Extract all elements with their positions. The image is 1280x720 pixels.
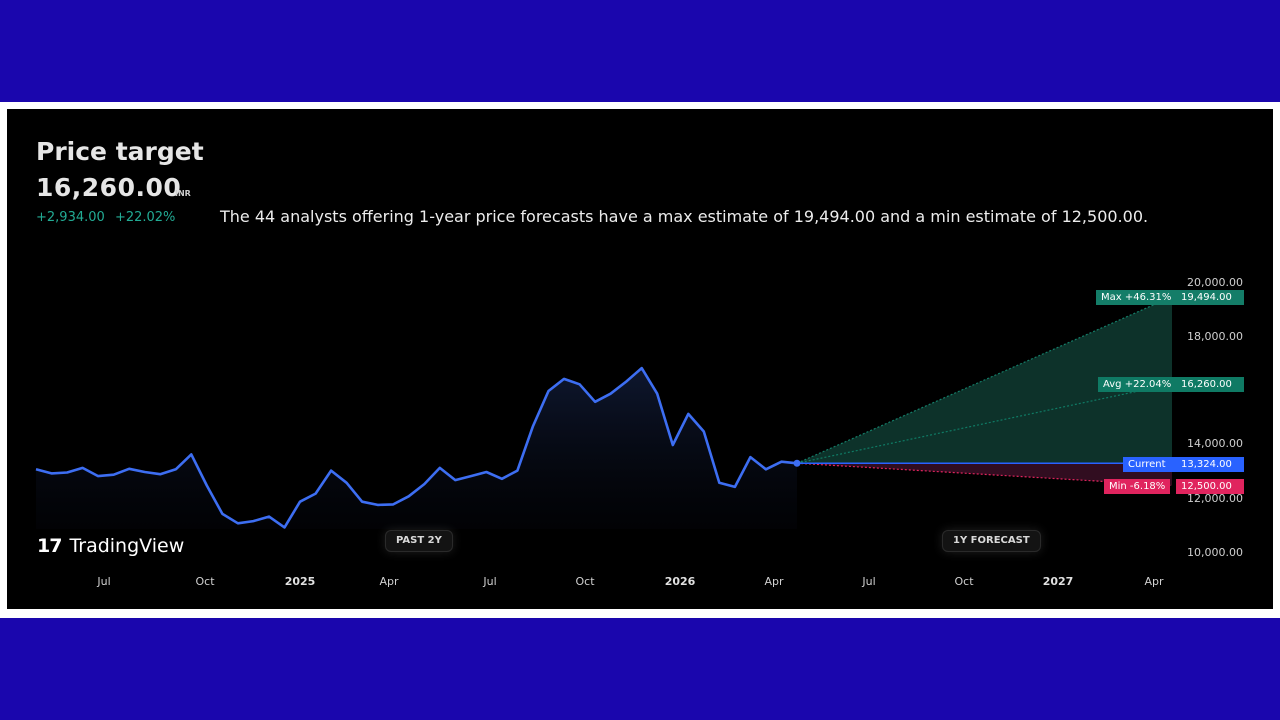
past-2y-button[interactable]: PAST 2Y	[385, 530, 453, 552]
tradingview-logo[interactable]: 17 TradingView	[37, 535, 184, 557]
current-label-tag: Current	[1123, 457, 1179, 472]
y-tick-label: 12,000.00	[1187, 492, 1243, 505]
y-tick-label: 18,000.00	[1187, 330, 1243, 343]
max-value-tag: 19,494.00	[1176, 290, 1244, 305]
x-tick-label: 2026	[664, 575, 696, 588]
1y-forecast-button[interactable]: 1Y FORECAST	[942, 530, 1041, 552]
price-target-panel: Price target 16,260.00 INR +2,934.00 +22…	[7, 109, 1273, 609]
x-tick-label: Jul	[862, 575, 876, 588]
avg-label-tag: Avg +22.04%	[1098, 377, 1177, 392]
page-title: Price target	[36, 137, 204, 166]
x-tick-label: Apr	[379, 575, 399, 588]
min-value-tag: 12,500.00	[1176, 479, 1244, 494]
x-tick-label: Oct	[575, 575, 595, 588]
currency-unit: INR	[175, 189, 191, 198]
analyst-summary: The 44 analysts offering 1-year price fo…	[220, 207, 1149, 226]
upside-forecast-area	[797, 296, 1172, 464]
brand-name: TradingView	[69, 535, 185, 557]
x-tick-label: Apr	[764, 575, 784, 588]
price-line	[35, 366, 798, 529]
avg-value-tag: 16,260.00	[1176, 377, 1244, 392]
x-tick-label: Apr	[1144, 575, 1164, 588]
y-tick-label: 10,000.00	[1187, 546, 1243, 559]
y-tick-label: 20,000.00	[1187, 276, 1243, 289]
x-tick-label: 2027	[1042, 575, 1074, 588]
target-price: 16,260.00	[36, 173, 182, 202]
change-percent: +22.02%	[114, 210, 176, 225]
current-value-tag: 13,324.00	[1176, 457, 1244, 472]
price-chart	[35, 296, 1173, 529]
price-change: +2,934.00 +22.02%	[36, 210, 181, 225]
x-tick-label: 2025	[284, 575, 316, 588]
min-label-tag: Min -6.18%	[1104, 479, 1171, 494]
x-tick-label: Oct	[195, 575, 215, 588]
x-tick-label: Oct	[954, 575, 974, 588]
max-label-tag: Max +46.31%	[1096, 290, 1177, 305]
change-absolute: +2,934.00	[36, 210, 105, 225]
x-tick-label: Jul	[483, 575, 497, 588]
tradingview-logo-icon: 17	[37, 535, 62, 557]
last-price-dot	[793, 459, 801, 467]
price-area-fill	[36, 368, 797, 529]
max-forecast-line	[796, 296, 1173, 464]
x-tick-label: Jul	[97, 575, 111, 588]
y-tick-label: 14,000.00	[1187, 437, 1243, 450]
